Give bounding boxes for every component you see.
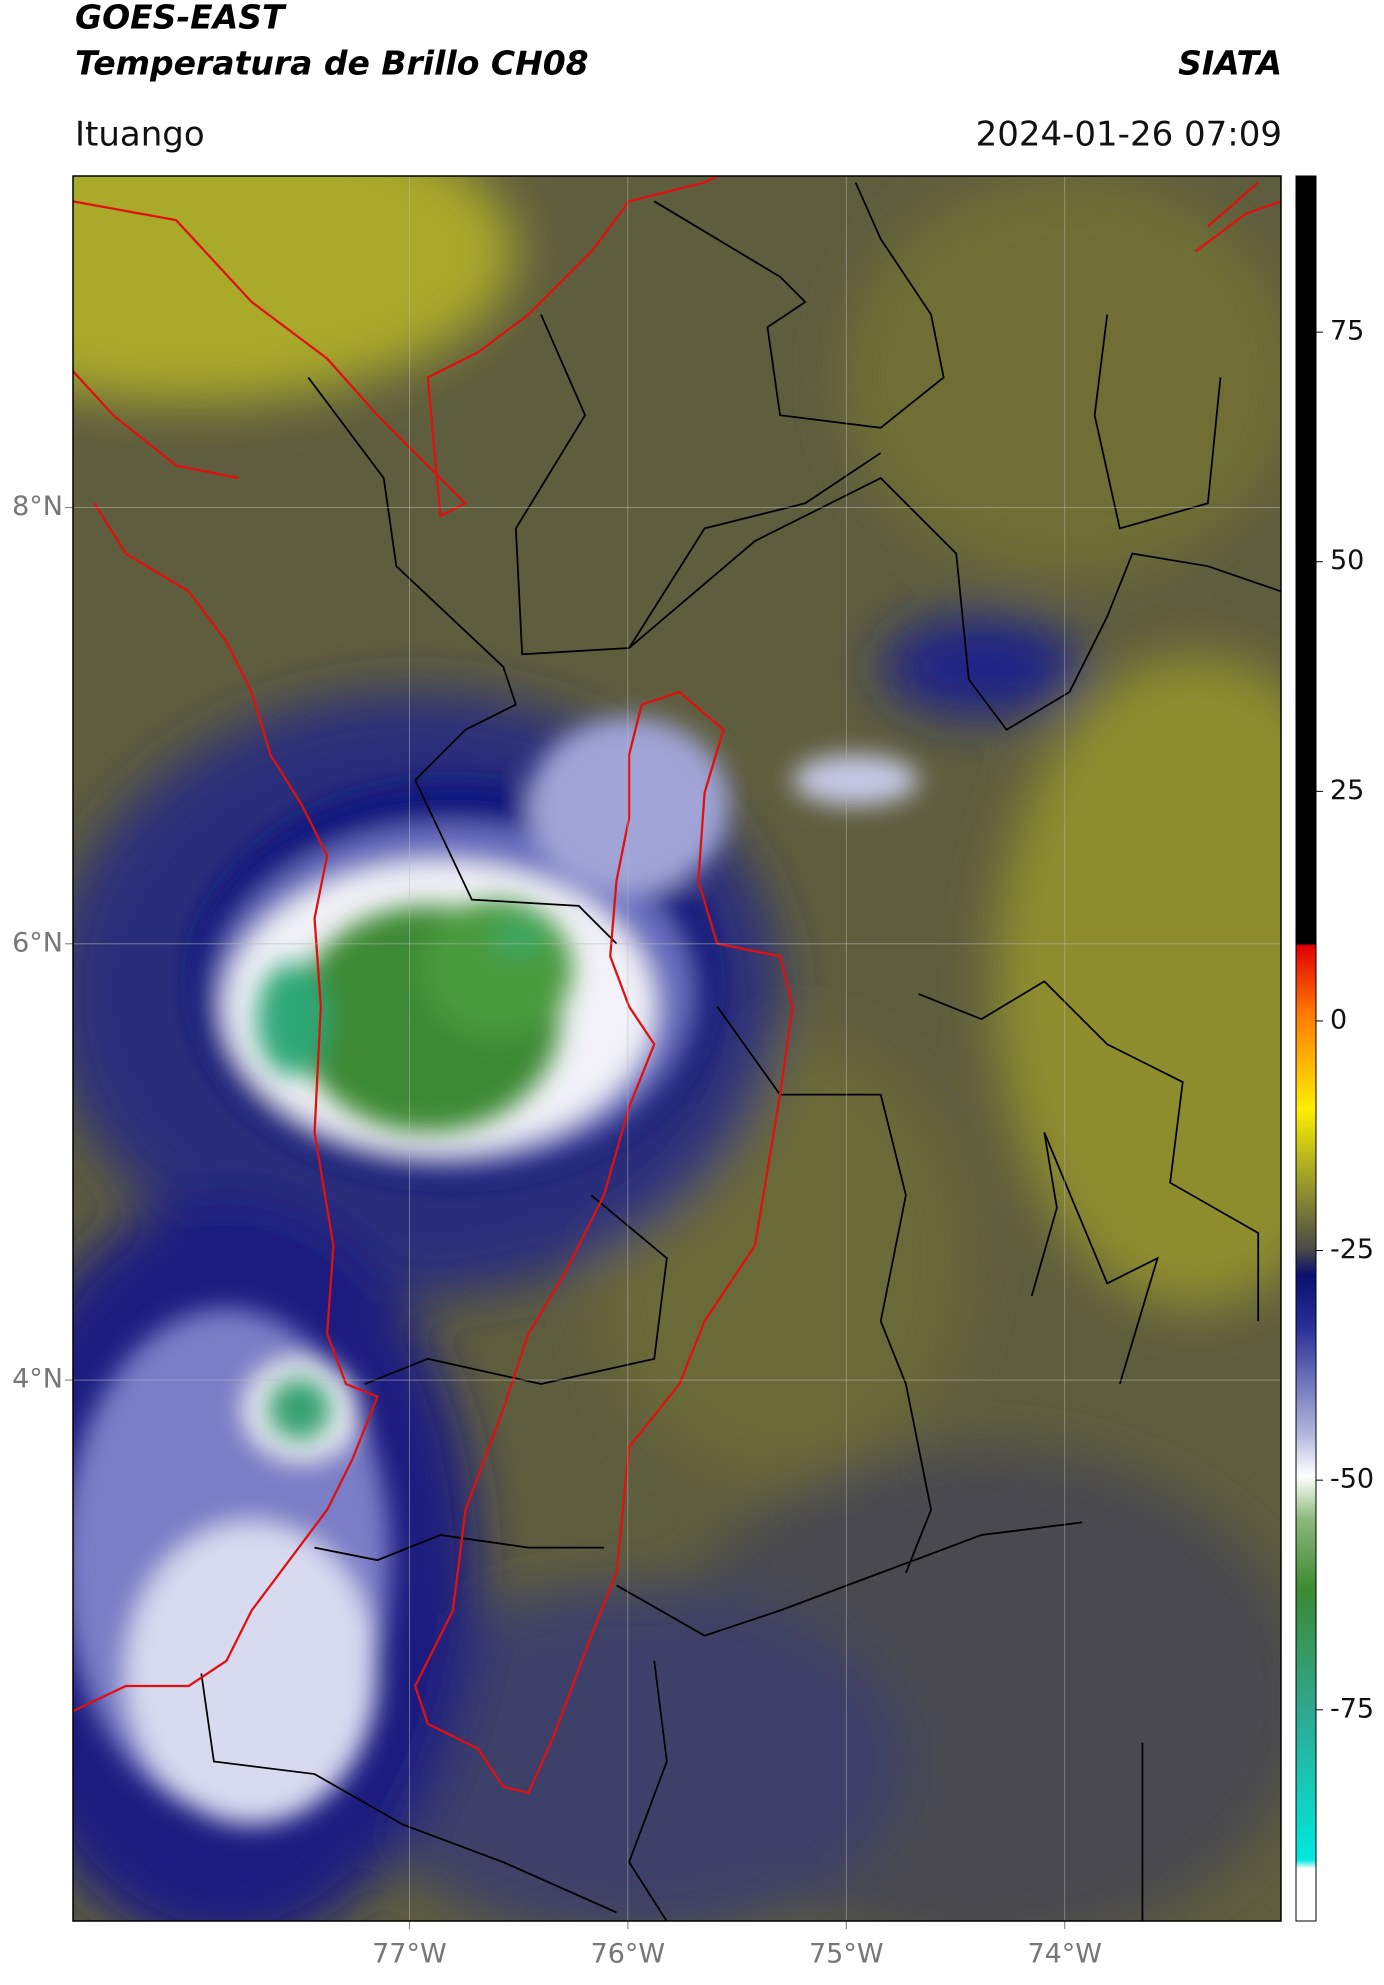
map-frame (72, 175, 1282, 1922)
map-image (73, 176, 1281, 1921)
colorbar (1295, 175, 1317, 1922)
y-tick-label: 8°N (12, 491, 63, 522)
colorbar-tick-label: 0 (1330, 1004, 1347, 1035)
colorbar-tick-label: 25 (1330, 775, 1364, 806)
colorbar-tick-label: 75 (1330, 316, 1364, 347)
colorbar-tick-label: 50 (1330, 545, 1364, 576)
regional-borders (73, 176, 1281, 1795)
institution: SIATA (1178, 44, 1282, 83)
y-tick-label: 6°N (12, 927, 63, 958)
grid: 77°W 76°W 75°W 74°W 8°N 6°N 4°N (12, 176, 1281, 1970)
x-tick-label: 75°W (809, 1939, 884, 1970)
datetime: 2024-01-26 07:09 (976, 115, 1282, 155)
region: Ituango (75, 115, 205, 155)
product-title: Temperatura de Brillo CH08 (75, 44, 589, 83)
y-tick-label: 4°N (12, 1364, 63, 1395)
admin-borders (200, 182, 1281, 1921)
satellite-title: GOES-EAST (75, 0, 287, 37)
x-tick-label: 74°W (1027, 1939, 1102, 1970)
colorbar-ticks: 75 50 25 0 -25 -50 -75 (1316, 316, 1374, 1724)
colorbar-tick-label: -50 (1330, 1464, 1374, 1495)
x-tick-label: 77°W (372, 1939, 447, 1970)
x-tick-label: 76°W (591, 1939, 666, 1970)
colorbar-tick-label: -75 (1330, 1693, 1374, 1724)
colorbar-tick-label: -25 (1330, 1234, 1374, 1265)
